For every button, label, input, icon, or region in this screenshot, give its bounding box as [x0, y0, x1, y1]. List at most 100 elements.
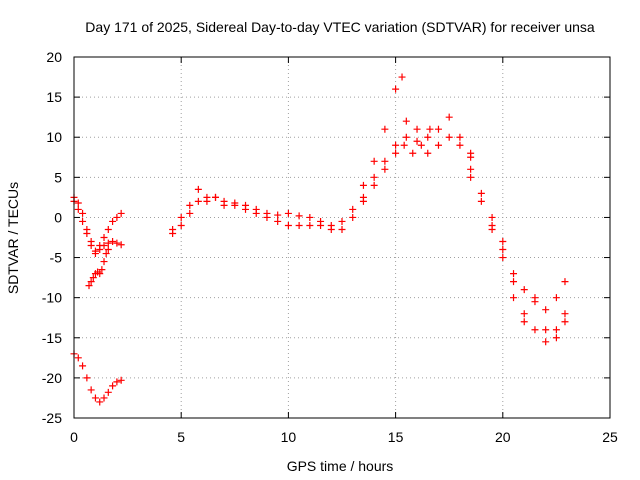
- series-track-f: [169, 125, 434, 237]
- data-point: [531, 294, 539, 302]
- x-tick-label: 10: [281, 429, 297, 445]
- data-point: [531, 326, 539, 334]
- series-track-e: [169, 73, 406, 233]
- grid-layer: [74, 57, 610, 418]
- data-point: [488, 225, 496, 233]
- tick-label-layer: 0 5 10 15 20 25 -25 -20 -15 -10 -5 0 5 10 15 20: [42, 49, 618, 445]
- data-point: [424, 149, 432, 157]
- data-point: [74, 199, 82, 207]
- data-point: [252, 209, 260, 217]
- data-point: [510, 270, 518, 278]
- data-point: [317, 221, 325, 229]
- y-axis-label: SDTVAR / TECUs: [5, 182, 21, 294]
- chart-title: Day 171 of 2025, Sidereal Day-to-day VTE…: [85, 19, 595, 35]
- data-point: [91, 394, 99, 402]
- data-point: [212, 193, 220, 201]
- data-point: [349, 205, 357, 213]
- data-point: [359, 181, 367, 189]
- data-point: [327, 225, 335, 233]
- data-point: [274, 217, 282, 225]
- data-layer: [70, 73, 569, 406]
- series-track-c: [85, 246, 112, 290]
- data-point: [477, 197, 485, 205]
- data-point: [424, 133, 432, 141]
- data-point: [381, 125, 389, 133]
- x-tick-label: 5: [177, 429, 185, 445]
- y-tick-label: 15: [46, 89, 62, 105]
- data-point: [520, 318, 528, 326]
- data-point: [91, 250, 99, 258]
- data-point: [89, 274, 97, 282]
- data-point: [104, 246, 112, 254]
- data-point: [231, 201, 239, 209]
- data-point: [561, 318, 569, 326]
- data-point: [109, 238, 117, 246]
- data-point: [413, 125, 421, 133]
- data-point: [370, 157, 378, 165]
- series-track-b: [70, 197, 125, 258]
- data-point: [445, 113, 453, 121]
- data-point: [169, 229, 177, 237]
- data-point: [499, 246, 507, 254]
- data-point: [499, 238, 507, 246]
- data-point: [74, 205, 82, 213]
- x-tick-label: 20: [495, 429, 511, 445]
- data-point: [499, 254, 507, 262]
- data-point: [561, 310, 569, 318]
- data-point: [79, 362, 87, 370]
- data-point: [104, 239, 112, 247]
- data-point: [552, 334, 560, 342]
- data-point: [392, 149, 400, 157]
- data-point: [434, 141, 442, 149]
- data-point: [542, 326, 550, 334]
- data-point: [295, 221, 303, 229]
- data-point: [295, 212, 303, 220]
- x-tick-label: 15: [388, 429, 404, 445]
- data-point: [445, 133, 453, 141]
- data-point: [409, 149, 417, 157]
- data-point: [349, 213, 357, 221]
- data-point: [177, 221, 185, 229]
- data-point: [83, 229, 91, 237]
- data-point: [109, 217, 117, 225]
- data-point: [477, 189, 485, 197]
- y-tick-label: 20: [46, 49, 62, 65]
- data-point: [263, 213, 271, 221]
- data-point: [79, 217, 87, 225]
- data-point: [85, 282, 93, 290]
- data-point: [467, 165, 475, 173]
- data-point: [177, 213, 185, 221]
- y-tick-label: -5: [50, 250, 63, 266]
- data-point: [102, 250, 110, 258]
- data-point: [552, 294, 560, 302]
- data-point: [381, 165, 389, 173]
- series-track-h: [402, 113, 475, 157]
- y-tick-label: 0: [54, 209, 62, 225]
- data-point: [510, 294, 518, 302]
- data-point: [510, 278, 518, 286]
- data-point: [83, 374, 91, 382]
- data-point: [284, 221, 292, 229]
- data-point: [306, 213, 314, 221]
- data-point: [242, 205, 250, 213]
- data-point: [402, 133, 410, 141]
- data-point: [87, 386, 95, 394]
- data-point: [113, 213, 121, 221]
- data-point: [87, 242, 95, 250]
- data-point: [113, 239, 121, 247]
- data-point: [398, 73, 406, 81]
- data-point: [194, 185, 202, 193]
- data-point: [417, 141, 425, 149]
- data-point: [359, 193, 367, 201]
- data-point: [338, 217, 346, 225]
- data-point: [561, 278, 569, 286]
- x-tick-label: 0: [70, 429, 78, 445]
- data-point: [284, 209, 292, 217]
- series-track-j: [467, 165, 569, 342]
- x-axis-label: GPS time / hours: [287, 458, 394, 474]
- data-point: [392, 141, 400, 149]
- data-point: [79, 209, 87, 217]
- data-point: [456, 133, 464, 141]
- series-track-a: [70, 193, 125, 255]
